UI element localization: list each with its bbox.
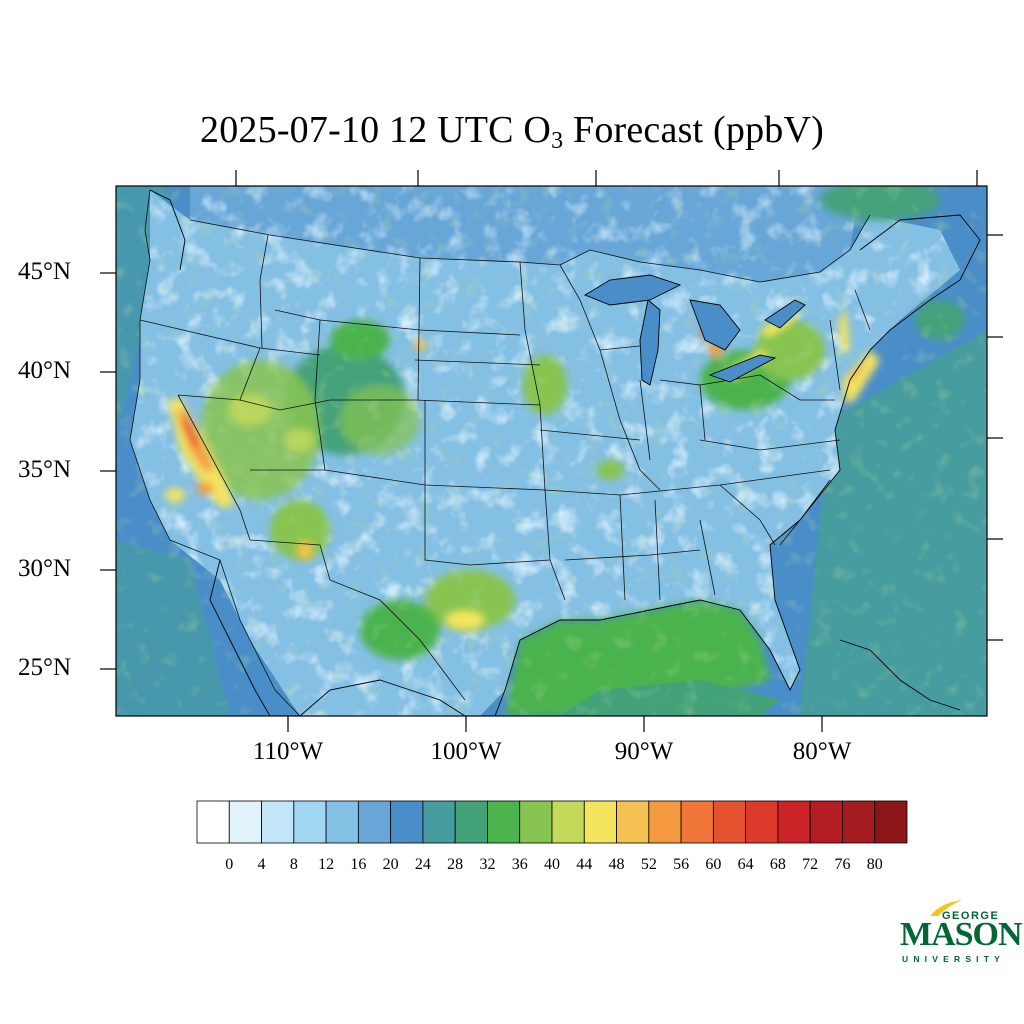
colorbar-tick-label: 36 (511, 856, 528, 873)
colorbar-swatch (454, 800, 488, 844)
colorbar-swatch (712, 800, 747, 844)
colorbar-tick-label: 20 (382, 856, 399, 873)
colorbar-tick-label: 4 (257, 856, 266, 873)
colorbar-swatch (680, 800, 714, 844)
colorbar-swatch (745, 800, 779, 844)
lon-label-80w: 80°W (792, 738, 852, 765)
lon-label-110w: 110°W (252, 738, 324, 765)
colorbar-tick-label: 44 (576, 856, 593, 873)
colorbar-tick-label: 48 (608, 856, 625, 873)
logo-line-university: UNIVERSITY (902, 954, 1006, 964)
colorbar-tick-label: 8 (289, 856, 298, 873)
colorbar-swatch (357, 800, 392, 844)
coastlines (149, 189, 981, 716)
colorbar-swatch (261, 800, 295, 844)
colorbar-tick-label: 16 (350, 856, 367, 873)
lon-label-100w: 100°W (430, 738, 502, 765)
colorbar-tick-label: 72 (802, 856, 819, 873)
colorbar-swatch (519, 800, 553, 844)
colorbar-swatch (228, 800, 262, 844)
lat-label-35n: 35°N (18, 456, 72, 483)
colorbar-tick-label: 32 (479, 856, 496, 873)
state-boundaries (129, 189, 871, 716)
logo-line-george: GEORGE (942, 910, 1000, 922)
colorbar-tick-label: 52 (640, 856, 657, 873)
colorbar-swatch (487, 800, 521, 844)
colorbar-swatch (583, 800, 617, 844)
colorbar-tick-label: 64 (737, 856, 754, 873)
great-lakes (583, 274, 806, 386)
colorbar-tick-label: 0 (225, 856, 234, 873)
colorbar-swatch (842, 800, 876, 844)
colorbar-swatch (551, 800, 585, 844)
lat-label-25n: 25°N (18, 654, 72, 681)
colorbar-swatch (196, 800, 230, 844)
colorbar-tick-label: 24 (414, 856, 431, 873)
colorbar-swatch (648, 800, 682, 844)
george-mason-logo: GEORGE MASON UNIVERSITY (898, 898, 1023, 970)
colorbar-tick-label: 60 (705, 856, 722, 873)
colorbar-tick-label: 68 (769, 856, 786, 873)
colorbar-swatch (777, 800, 811, 844)
colorbar-tick-label: 76 (834, 856, 851, 873)
colorbar (196, 800, 908, 844)
colorbar-swatch (616, 800, 650, 844)
axis-ticks (100, 170, 1003, 732)
colorbar-tick-label: 80 (866, 856, 883, 873)
colorbar-swatch (809, 800, 843, 844)
colorbar-swatch (874, 800, 908, 844)
lat-label-45n: 45°N (18, 258, 72, 285)
logo-flame-icon (930, 900, 962, 916)
concentration-field (116, 186, 987, 716)
logo-line-mason: MASON (900, 916, 1023, 953)
lon-label-90w: 90°W (614, 738, 674, 765)
colorbar-tick-label: 12 (318, 856, 335, 873)
colorbar-tick-label: 28 (447, 856, 464, 873)
chart-title: 2025-07-10 12 UTC O3 Forecast (ppbV) (200, 109, 824, 154)
colorbar-swatch (422, 800, 456, 844)
colorbar-swatch (293, 800, 327, 844)
colorbar-swatch (325, 800, 359, 844)
lat-label-30n: 30°N (18, 555, 72, 582)
colorbar-swatch (390, 800, 424, 844)
colorbar-tick-label: 40 (544, 856, 560, 873)
lat-label-40n: 40°N (18, 357, 72, 384)
colorbar-tick-label: 56 (673, 856, 690, 873)
